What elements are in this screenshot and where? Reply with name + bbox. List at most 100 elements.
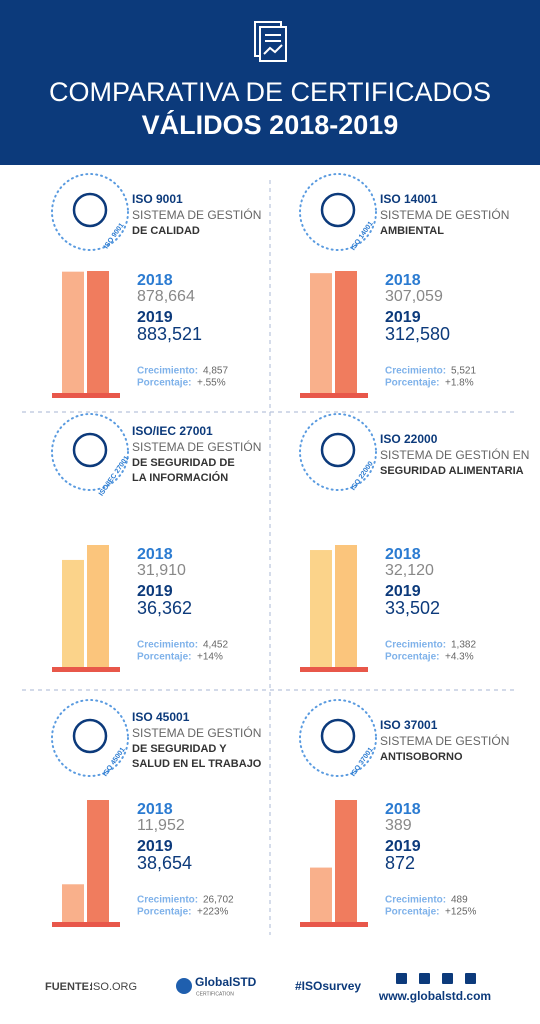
badge-text: ISO 37001 [350,746,375,778]
panel-subtitle-bold: SEGURIDAD ALIMENTARIA [380,465,524,477]
value-label: 389 [385,817,412,834]
year-label: 2019 [137,309,173,326]
panel-subtitle-bold: AMBIENTAL [380,225,444,237]
year-label: 2019 [137,838,173,855]
percent-value: +223% [197,907,229,918]
value-label: 11,952 [137,817,185,834]
bar-baseline [52,393,120,398]
year-label: 2019 [137,583,173,600]
growth-label: Crecimiento: [137,640,198,651]
bar [87,800,109,922]
source-label: FUENTE: [45,981,93,993]
value-label: 31,910 [137,562,186,579]
year-label: 2018 [137,801,173,818]
panel-code: ISO 45001 [132,710,190,724]
panel-subtitle-bold: DE SEGURIDAD Y [132,743,227,755]
percent-label: Porcentaje: [137,652,191,663]
panel-subtitle-bold: DE CALIDAD [132,225,200,237]
badge-text: ISO 9001 [103,222,126,250]
year-label: 2019 [385,583,421,600]
social-icons[interactable] [396,973,476,984]
bar [62,884,84,922]
percent-value: +1.8% [445,378,474,389]
value-label: 38,654 [137,853,192,873]
badge-text: ISO 22000 [350,460,375,492]
year-label: 2019 [385,309,421,326]
growth-label: Crecimiento: [137,895,198,906]
badge-ring [299,173,377,251]
panel-subtitle-bold: ANTISOBORNO [380,751,463,763]
panel-subtitle: SISTEMA DE GESTIÓN EN [380,447,529,462]
percent-value: +.55% [197,378,226,389]
value-label: 32,120 [385,562,434,579]
value-label: 312,580 [385,324,450,344]
percent-value: +14% [197,652,223,663]
growth-value: 4,452 [203,640,228,651]
growth-label: Crecimiento: [385,366,446,377]
bar [87,271,109,393]
percent-value: +4.3% [445,652,474,663]
panel-subtitle-bold: DE SEGURIDAD DE [132,457,235,469]
badge-ring [299,413,377,491]
value-label: 33,502 [385,598,440,618]
badge-icon [72,432,108,468]
hashtag: #ISOsurvey [295,979,361,993]
bar [310,273,332,393]
badge-icon [320,718,356,754]
title-line: VÁLIDOS 2018-2019 [142,109,399,140]
bar [310,867,332,922]
panel-code: ISO 37001 [380,718,438,732]
bar-baseline [300,393,368,398]
footer: FUENTE: ISO.ORG GlobalSTD CERTIFICATION … [45,973,491,1003]
title-line: COMPARATIVA DE CERTIFICADOS [49,77,491,107]
growth-value: 5,521 [451,366,476,377]
brand: GlobalSTD [195,975,257,989]
url[interactable]: www.globalstd.com [378,989,491,1003]
growth-value: 4,857 [203,366,228,377]
growth-value: 489 [451,895,468,906]
growth-value: 1,382 [451,640,476,651]
panel-subtitle: SISTEMA DE GESTIÓN [380,733,509,748]
badge-icon [72,718,108,754]
badge-icon [320,192,356,228]
bar [87,545,109,667]
year-label: 2018 [137,546,173,563]
badge-ring [51,413,129,491]
percent-label: Porcentaje: [385,652,439,663]
year-label: 2018 [137,272,173,289]
badge-icon [72,192,108,228]
brand-logo [176,978,192,994]
bar-baseline [52,667,120,672]
value-label: 307,059 [385,288,443,305]
brand-sub: CERTIFICATION [196,991,234,997]
year-label: 2018 [385,801,421,818]
badge-text: ISO 14001 [350,220,375,252]
badge-ring [299,699,377,777]
source: ISO.ORG [90,981,137,993]
panel-code: ISO/IEC 27001 [132,424,213,438]
bar [335,800,357,922]
bar [62,559,84,667]
panel-subtitle-bold: LA INFORMACIÓN [132,471,228,484]
year-label: 2019 [385,838,421,855]
panel-code: ISO 9001 [132,192,183,206]
bar [310,550,332,667]
value-label: 872 [385,853,415,873]
panel-subtitle: SISTEMA DE GESTIÓN [132,725,261,740]
year-label: 2018 [385,272,421,289]
growth-value: 26,702 [203,895,234,906]
bar [335,545,357,667]
badge-ring [51,173,129,251]
panel-subtitle-bold: SALUD EN EL TRABAJO [132,758,262,770]
panel-subtitle: SISTEMA DE GESTIÓN [380,207,509,222]
percent-label: Porcentaje: [385,378,439,389]
percent-label: Porcentaje: [137,378,191,389]
badge-icon [320,432,356,468]
